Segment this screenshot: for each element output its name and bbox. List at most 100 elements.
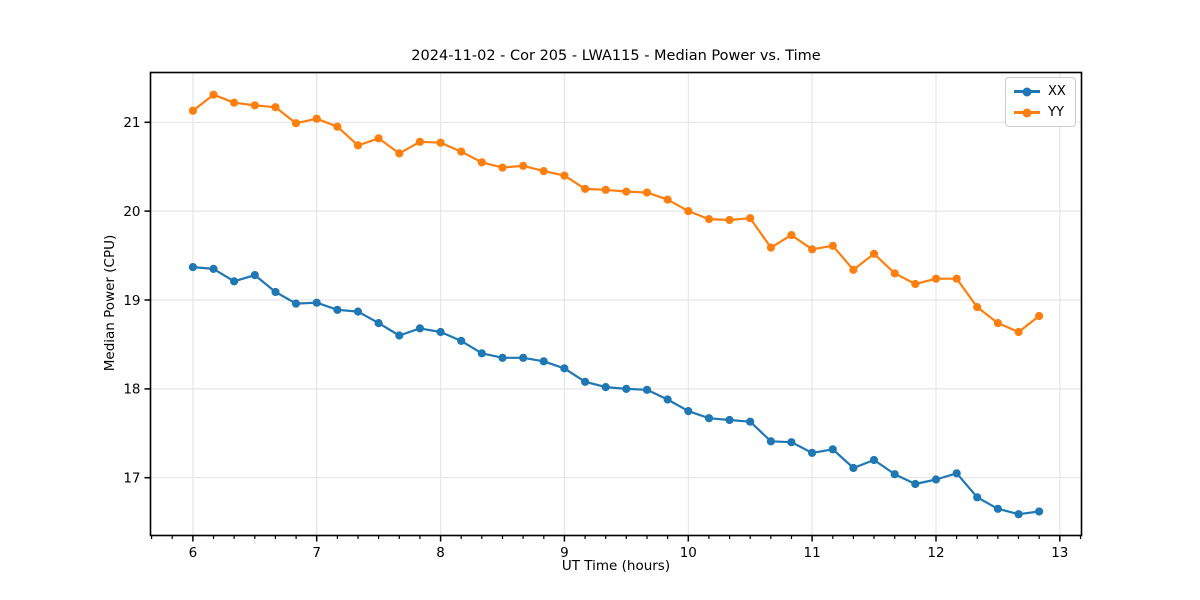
data-point-XX <box>333 305 342 314</box>
data-point-YY <box>415 137 424 146</box>
data-point-YY <box>890 269 899 278</box>
data-point-YY <box>725 215 734 225</box>
data-point-YY <box>663 195 672 204</box>
x-tick-label-8: 8 <box>436 545 445 561</box>
data-point-YY <box>312 114 321 123</box>
x-tick-label-9: 9 <box>560 545 569 561</box>
x-tick-label-6: 6 <box>189 545 198 561</box>
data-point-XX <box>725 415 734 425</box>
y-tick-label-20: 20 <box>123 204 140 220</box>
data-point-XX <box>746 417 755 426</box>
x-tick-label-7: 7 <box>312 545 321 561</box>
data-point-XX <box>374 319 383 328</box>
data-point-YY <box>952 274 961 283</box>
x-tick-label-10: 10 <box>680 545 697 561</box>
data-point-XX <box>436 327 445 337</box>
data-point-YY <box>601 185 610 194</box>
data-point-XX <box>663 395 672 404</box>
data-point-YY <box>230 98 239 107</box>
data-point-YY <box>333 122 342 131</box>
data-point-XX <box>560 364 569 373</box>
data-point-YY <box>746 214 755 223</box>
data-point-YY <box>560 171 569 180</box>
y-tick-label-18: 18 <box>123 382 140 398</box>
data-point-YY <box>973 303 982 312</box>
data-point-YY <box>188 106 197 115</box>
data-point-XX <box>808 448 817 457</box>
data-point-XX <box>581 377 590 386</box>
legend-item-YY: YY <box>1014 104 1066 121</box>
data-point-XX <box>291 299 301 308</box>
data-point-XX <box>642 385 652 394</box>
legend-label-YY: YY <box>1048 105 1064 120</box>
data-point-YY <box>477 158 486 167</box>
data-point-XX <box>395 331 404 340</box>
data-point-YY <box>209 90 218 99</box>
data-point-YY <box>828 241 837 250</box>
data-point-YY <box>250 101 259 110</box>
data-point-YY <box>457 147 466 156</box>
data-point-YY <box>395 149 404 158</box>
data-point-YY <box>911 279 920 289</box>
data-point-XX <box>457 336 466 345</box>
data-point-YY <box>374 134 383 143</box>
data-point-YY <box>704 215 714 224</box>
data-point-XX <box>1035 507 1044 516</box>
data-point-XX <box>312 298 321 307</box>
x-tick-label-11: 11 <box>804 545 821 561</box>
data-point-XX <box>353 307 363 316</box>
series-line-YY <box>191 93 1041 334</box>
legend-swatch-XX <box>1014 86 1040 97</box>
x-axis-label: UT Time (hours) <box>561 558 671 574</box>
data-point-YY <box>519 161 528 170</box>
data-point-XX <box>890 470 899 479</box>
data-point-XX <box>704 414 714 423</box>
x-tick-label-13: 13 <box>1051 545 1068 561</box>
data-point-XX <box>271 287 280 297</box>
data-point-XX <box>869 455 879 465</box>
data-point-XX <box>952 469 961 478</box>
data-point-XX <box>1014 510 1023 519</box>
data-point-YY <box>849 265 858 274</box>
data-point-XX <box>766 437 776 446</box>
data-point-YY <box>993 319 1003 328</box>
data-point-XX <box>622 384 631 393</box>
data-point-XX <box>849 463 858 473</box>
data-point-YY <box>684 207 693 216</box>
data-point-YY <box>1035 311 1044 321</box>
data-point-XX <box>209 264 218 273</box>
data-point-YY <box>436 138 445 147</box>
data-point-YY <box>808 245 817 254</box>
data-point-YY <box>869 249 879 258</box>
data-point-XX <box>188 263 197 272</box>
legend: XX YY <box>1005 77 1076 127</box>
data-point-XX <box>993 504 1003 513</box>
data-point-XX <box>828 445 837 454</box>
data-point-YY <box>498 163 507 172</box>
data-point-XX <box>973 493 982 502</box>
data-point-YY <box>581 184 590 193</box>
data-point-YY <box>622 187 631 196</box>
y-tick-label-21: 21 <box>123 115 140 131</box>
y-axis-label: Median Power (CPU) <box>102 234 118 372</box>
data-point-YY <box>931 274 941 283</box>
data-point-XX <box>931 475 941 484</box>
data-point-YY <box>642 188 652 197</box>
data-point-XX <box>498 353 507 362</box>
y-tick-label-17: 17 <box>123 471 140 487</box>
chart-title: 2024-11-02 - Cor 205 - LWA115 - Median P… <box>411 48 821 64</box>
data-point-XX <box>519 353 528 362</box>
data-point-XX <box>911 479 920 489</box>
data-point-XX <box>684 407 693 416</box>
data-point-YY <box>766 243 776 252</box>
legend-swatch-YY <box>1014 107 1040 118</box>
data-point-YY <box>353 141 363 150</box>
data-point-XX <box>477 349 486 358</box>
y-tick-label-19: 19 <box>123 293 140 309</box>
legend-item-XX: XX <box>1014 83 1066 100</box>
data-point-YY <box>271 103 280 112</box>
data-point-YY <box>1014 327 1023 337</box>
legend-label-XX: XX <box>1048 84 1066 99</box>
